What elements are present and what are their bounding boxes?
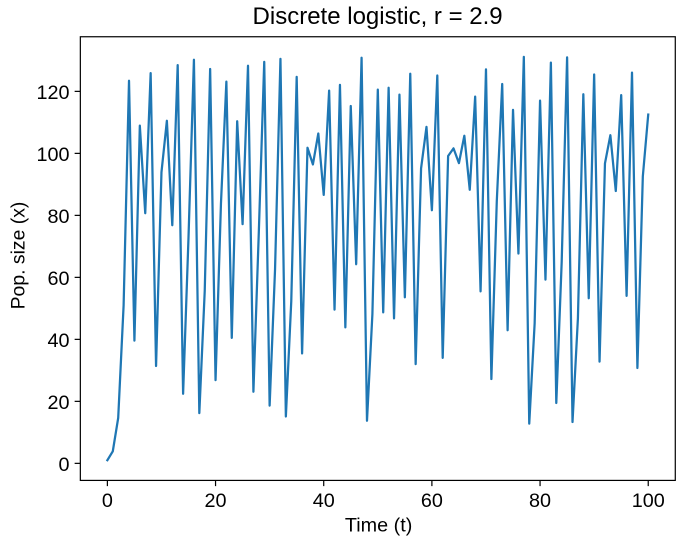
svg-text:20: 20 xyxy=(47,392,69,414)
svg-text:Pop. size (x): Pop. size (x) xyxy=(8,202,30,310)
svg-text:100: 100 xyxy=(36,144,69,166)
svg-text:40: 40 xyxy=(313,490,335,512)
svg-text:0: 0 xyxy=(58,454,69,476)
svg-text:80: 80 xyxy=(529,490,551,512)
svg-text:120: 120 xyxy=(36,82,69,104)
svg-text:40: 40 xyxy=(47,330,69,352)
svg-text:100: 100 xyxy=(632,490,665,512)
svg-text:60: 60 xyxy=(47,268,69,290)
svg-text:80: 80 xyxy=(47,206,69,228)
svg-text:60: 60 xyxy=(421,490,443,512)
svg-text:20: 20 xyxy=(205,490,227,512)
svg-text:Time (t): Time (t) xyxy=(345,515,412,537)
svg-text:0: 0 xyxy=(102,490,113,512)
svg-text:Discrete logistic, r = 2.9: Discrete logistic, r = 2.9 xyxy=(253,3,503,30)
